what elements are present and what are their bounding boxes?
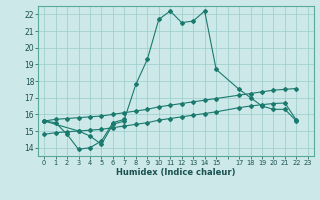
X-axis label: Humidex (Indice chaleur): Humidex (Indice chaleur) xyxy=(116,168,236,177)
